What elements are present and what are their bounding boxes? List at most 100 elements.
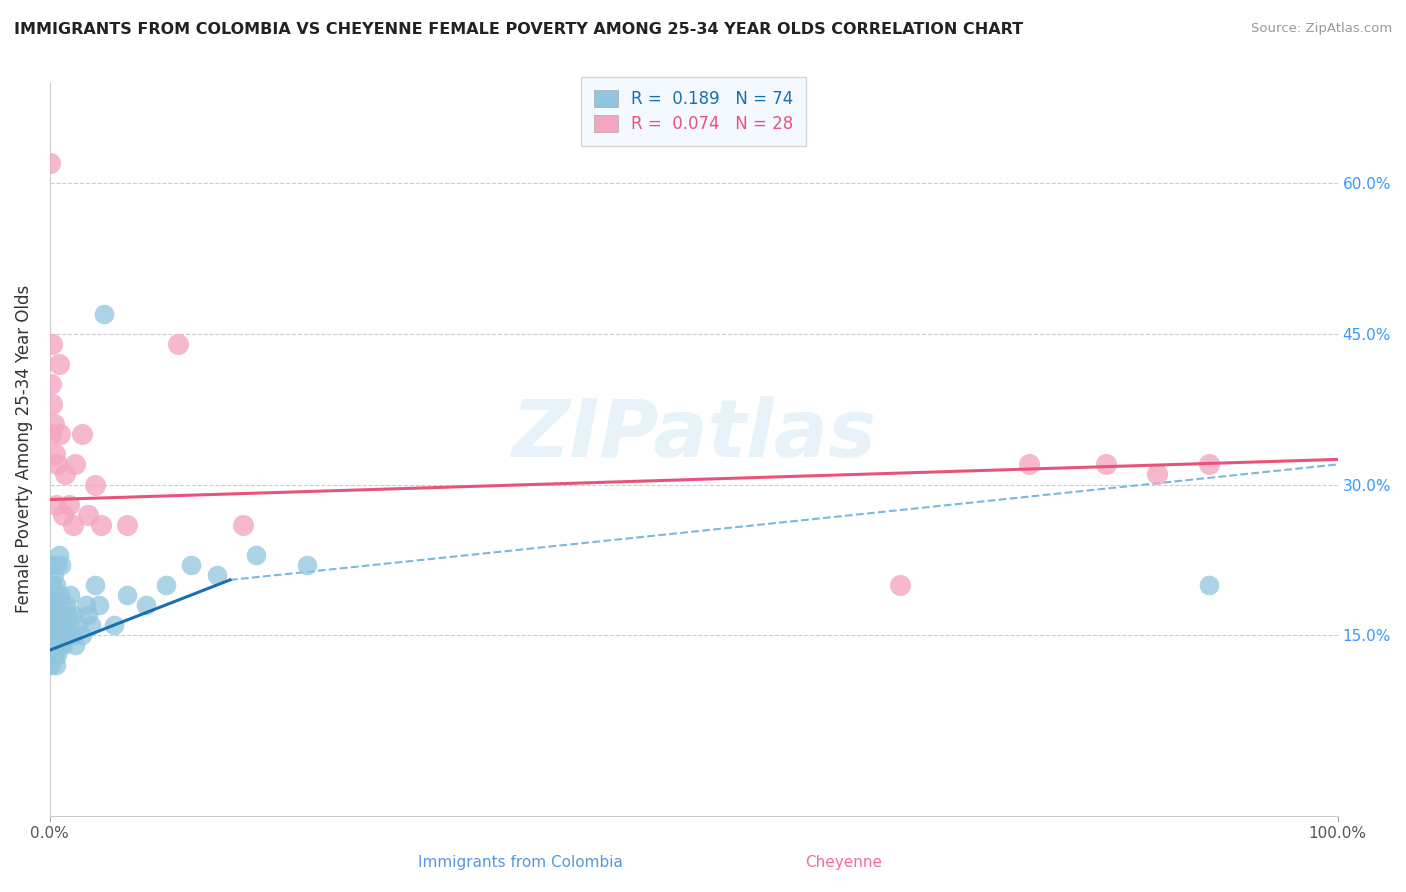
- Point: [42, 648, 65, 663]
- Point: [41, 648, 63, 663]
- Y-axis label: Female Poverty Among 25-34 Year Olds: Female Poverty Among 25-34 Year Olds: [15, 285, 32, 614]
- Point: [41, 578, 63, 592]
- Point: [39, 427, 62, 442]
- Point: [77, 608, 100, 623]
- Point: [167, 337, 190, 351]
- Point: [44, 638, 66, 652]
- Point: [155, 578, 177, 592]
- Text: IMMIGRANTS FROM COLOMBIA VS CHEYENNE FEMALE POVERTY AMONG 25-34 YEAR OLDS CORREL: IMMIGRANTS FROM COLOMBIA VS CHEYENNE FEM…: [14, 22, 1024, 37]
- Point: [46, 628, 69, 642]
- Point: [41, 588, 63, 602]
- Text: ZIPatlas: ZIPatlas: [512, 396, 876, 474]
- Point: [1198, 458, 1220, 472]
- Point: [39, 658, 62, 673]
- Point: [42, 638, 65, 652]
- Point: [46, 608, 69, 623]
- Point: [42, 628, 65, 642]
- Point: [90, 517, 112, 532]
- Point: [48, 548, 70, 562]
- Point: [44, 608, 66, 623]
- Point: [45, 638, 67, 652]
- Point: [62, 608, 84, 623]
- Point: [41, 638, 63, 652]
- Point: [180, 558, 202, 572]
- Point: [44, 588, 66, 602]
- Point: [45, 498, 67, 512]
- Point: [46, 558, 69, 572]
- Point: [52, 618, 75, 632]
- Point: [41, 558, 63, 572]
- Point: [51, 508, 73, 522]
- Point: [80, 618, 103, 632]
- Point: [232, 517, 254, 532]
- Point: [44, 628, 66, 642]
- Point: [1018, 458, 1040, 472]
- Point: [93, 307, 115, 321]
- Point: [39, 377, 62, 392]
- Point: [103, 618, 125, 632]
- Point: [39, 598, 62, 612]
- Point: [83, 578, 105, 592]
- Point: [45, 578, 67, 592]
- Point: [39, 618, 62, 632]
- Point: [48, 618, 70, 632]
- Point: [41, 608, 63, 623]
- Point: [65, 458, 87, 472]
- Point: [1094, 458, 1116, 472]
- Point: [135, 598, 157, 612]
- Point: [53, 467, 76, 482]
- Point: [65, 638, 87, 652]
- Point: [41, 397, 63, 411]
- Point: [45, 618, 67, 632]
- Point: [41, 337, 63, 351]
- Point: [115, 517, 138, 532]
- Point: [70, 427, 93, 442]
- Point: [49, 638, 72, 652]
- Text: Cheyenne: Cheyenne: [806, 855, 882, 870]
- Point: [46, 648, 69, 663]
- Point: [41, 628, 63, 642]
- Point: [45, 608, 67, 623]
- Point: [45, 658, 67, 673]
- Point: [42, 608, 65, 623]
- Point: [44, 648, 66, 663]
- Point: [42, 618, 65, 632]
- Point: [45, 628, 67, 642]
- Point: [55, 598, 77, 612]
- Point: [205, 568, 228, 582]
- Text: Source: ZipAtlas.com: Source: ZipAtlas.com: [1251, 22, 1392, 36]
- Point: [51, 638, 73, 652]
- Point: [62, 517, 84, 532]
- Point: [77, 508, 100, 522]
- Point: [51, 558, 73, 572]
- Point: [49, 618, 72, 632]
- Point: [83, 477, 105, 491]
- Point: [48, 598, 70, 612]
- Point: [58, 498, 80, 512]
- Point: [51, 608, 73, 623]
- Point: [51, 628, 73, 642]
- Point: [297, 558, 319, 572]
- Point: [75, 598, 97, 612]
- Point: [66, 618, 89, 632]
- Point: [44, 447, 66, 461]
- Point: [245, 548, 267, 562]
- Point: [87, 598, 110, 612]
- Point: [1198, 578, 1220, 592]
- Legend: R =  0.189   N = 74, R =  0.074   N = 28: R = 0.189 N = 74, R = 0.074 N = 28: [581, 77, 807, 146]
- Point: [56, 608, 79, 623]
- Point: [39, 628, 62, 642]
- Point: [46, 458, 69, 472]
- Point: [49, 427, 72, 442]
- Point: [53, 628, 76, 642]
- Point: [41, 618, 63, 632]
- Point: [48, 357, 70, 371]
- Text: Immigrants from Colombia: Immigrants from Colombia: [418, 855, 623, 870]
- Point: [38, 156, 60, 170]
- Point: [42, 598, 65, 612]
- Point: [48, 638, 70, 652]
- Point: [59, 588, 82, 602]
- Point: [1146, 467, 1168, 482]
- Point: [38, 638, 60, 652]
- Point: [889, 578, 911, 592]
